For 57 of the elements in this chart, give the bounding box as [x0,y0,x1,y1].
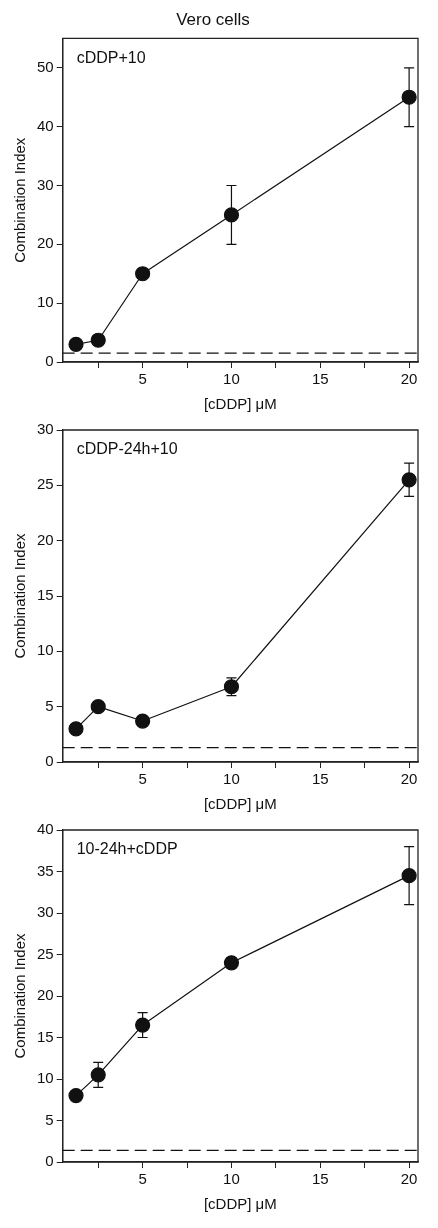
annotation: cDDP+10 [76,48,146,66]
point [68,1088,84,1104]
x-tick-label: 15 [311,1170,329,1188]
y-tick-label: 0 [45,1152,54,1170]
chart-title: Vero cells [176,9,250,29]
y-tick-label: 10 [37,641,54,659]
x-axis-title: [cDDP] μM [203,795,277,813]
point [68,336,84,352]
point [68,721,84,737]
point [90,699,106,715]
y-tick-label: 40 [37,820,54,838]
y-tick-label: 5 [45,696,54,714]
x-tick-label: 10 [223,1170,240,1188]
x-axis-title: [cDDP] μM [203,395,277,413]
x-tick-label: 15 [311,370,329,388]
point [135,1017,151,1033]
y-tick-label: 0 [45,352,54,370]
x-tick-label: 20 [400,1170,418,1188]
point [223,207,240,223]
x-axis-title: [cDDP] μM [203,1195,277,1213]
point [135,266,151,282]
point [401,472,417,488]
y-tick-label: 35 [37,861,54,879]
y-tick-label: 25 [37,944,54,962]
x-tick-label: 20 [400,770,418,788]
y-tick-label: 15 [37,586,54,604]
x-tick-label: 20 [400,370,418,388]
y-tick-label: 25 [37,475,54,493]
y-tick-label: 40 [37,116,54,134]
x-tick-label: 5 [138,770,147,788]
y-tick-label: 10 [37,1069,54,1087]
x-tick-label: 10 [223,370,240,388]
x-tick-label: 5 [138,1170,147,1188]
y-tick-label: 20 [37,530,54,548]
point [135,713,151,729]
annotation: 10-24h+cDDP [76,840,178,858]
point [401,89,417,105]
y-tick-label: 20 [37,986,54,1004]
point [401,868,417,884]
y-axis-title: Combination Index [11,532,29,659]
x-tick-label: 15 [311,770,329,788]
y-tick-label: 5 [45,1110,54,1128]
x-tick-label: 5 [138,370,147,388]
y-tick-label: 20 [37,234,54,252]
y-axis-title: Combination Index [11,932,29,1059]
y-tick-label: 50 [37,57,54,75]
y-tick-label: 10 [37,293,54,311]
x-tick-label: 10 [223,770,240,788]
y-tick-label: 30 [37,420,54,438]
y-tick-label: 30 [37,903,54,921]
y-axis-title: Combination Index [11,137,29,263]
y-tick-label: 15 [37,1027,54,1045]
y-tick-label: 0 [45,752,54,770]
y-tick-label: 30 [37,175,54,193]
annotation: cDDP-24h+10 [76,440,178,458]
point [90,1067,106,1083]
point [90,332,106,348]
